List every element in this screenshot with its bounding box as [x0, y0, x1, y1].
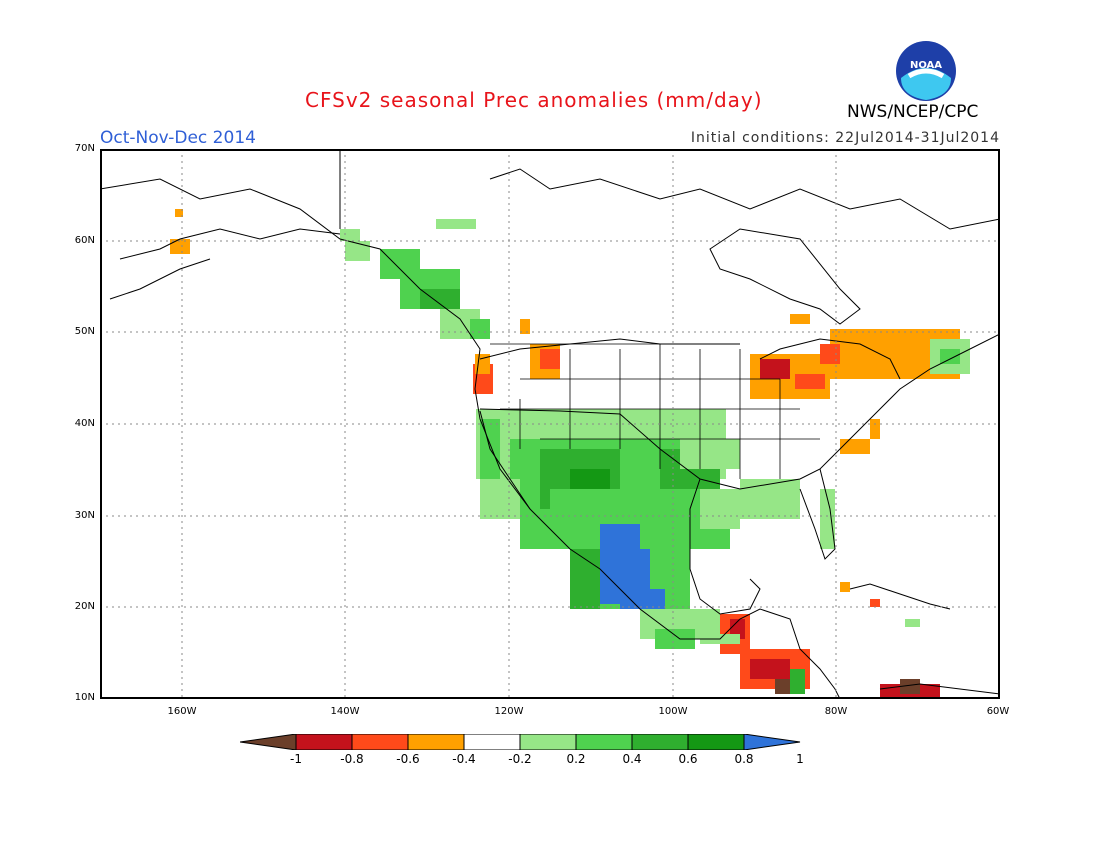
logo-text: NOAA [910, 60, 942, 71]
lon-label: 160W [167, 706, 197, 717]
colorbar-segment [519, 733, 577, 751]
colorbar-segment [407, 733, 465, 751]
colorbar-label: 1 [796, 752, 804, 766]
season-label: Oct-Nov-Dec 2014 [100, 128, 256, 148]
map-frame [100, 149, 1000, 699]
colorbar-label: 0.8 [734, 752, 754, 766]
lat-label: 40N [74, 418, 95, 429]
colorbar-segment [295, 733, 353, 751]
lat-label: 10N [74, 692, 95, 703]
colorbar-label: -1 [290, 752, 302, 766]
noaa-logo: NOAA [895, 40, 957, 102]
colorbar-label: 0.4 [622, 752, 642, 766]
colorbar-label: 0.2 [566, 752, 586, 766]
lon-label: 100W [658, 706, 688, 717]
colorbar [239, 733, 860, 751]
map-svg [100, 149, 1000, 699]
lat-label: 50N [74, 326, 95, 337]
colorbar-label: -0.2 [508, 752, 532, 766]
colorbar-segment [631, 733, 689, 751]
colorbar-segment [463, 733, 521, 751]
page-title: CFSv2 seasonal Prec anomalies (mm/day) [305, 88, 763, 112]
colorbar-label: -0.8 [340, 752, 364, 766]
lon-label: 80W [824, 706, 848, 717]
colorbar-segment [575, 733, 633, 751]
anomaly-map [100, 149, 1000, 699]
anomaly-shading [170, 209, 970, 699]
colorbar-label: -0.6 [396, 752, 420, 766]
colorbar-segment [687, 733, 745, 751]
colorbar-segment [351, 733, 409, 751]
lat-label: 20N [74, 601, 95, 612]
colorbar-segment [239, 733, 297, 751]
lat-label: 30N [74, 510, 95, 521]
colorbar-segment [743, 733, 801, 751]
lat-label: 70N [74, 143, 95, 154]
colorbar-svg [239, 733, 801, 751]
initial-conditions-label: Initial conditions: 22Jul2014-31Jul2014 [690, 130, 1000, 146]
lon-label: 120W [494, 706, 524, 717]
graticule [100, 149, 1000, 699]
agency-label: NWS/NCEP/CPC [847, 102, 979, 122]
colorbar-label: -0.4 [452, 752, 476, 766]
colorbar-label: 0.6 [678, 752, 698, 766]
lat-label: 60N [74, 235, 95, 246]
lon-label: 140W [330, 706, 360, 717]
lon-label: 60W [986, 706, 1010, 717]
